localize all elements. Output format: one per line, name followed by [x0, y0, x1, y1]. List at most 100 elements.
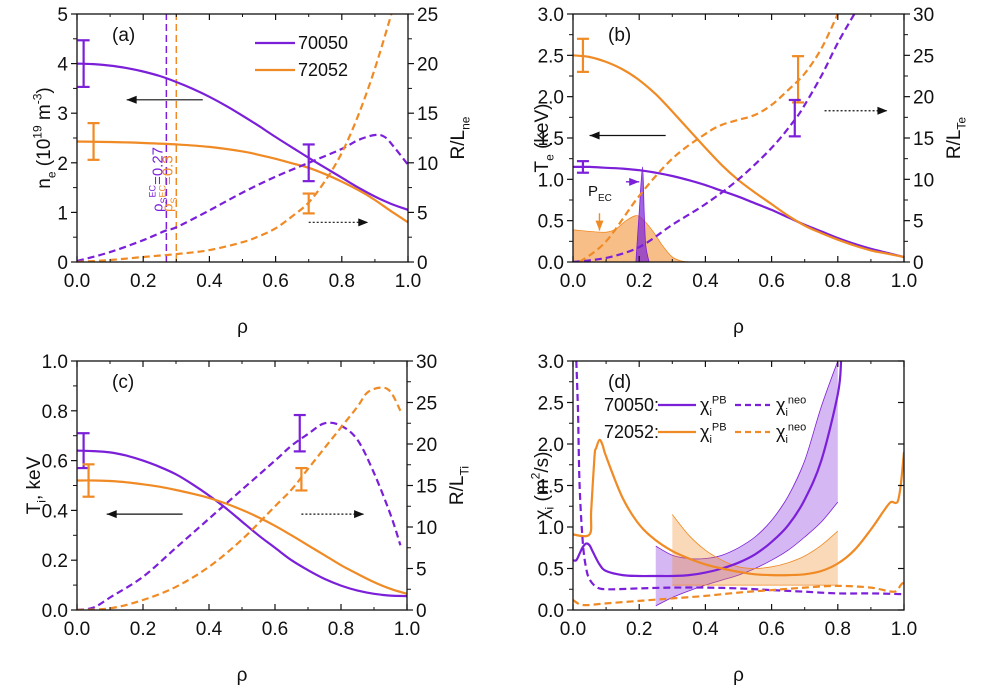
- plot-area: [573, 361, 904, 607]
- series-line: [77, 133, 408, 262]
- y-tick-label: 2.0: [538, 435, 564, 456]
- y-tick-label: 4: [57, 55, 68, 76]
- panel-label: (c): [112, 372, 134, 393]
- rho-s-annotation: ρSEC=0.27: [148, 147, 169, 212]
- error-bar: [576, 160, 589, 174]
- error-bar: [87, 122, 100, 161]
- y-right-axis-label: R/LTi: [447, 466, 472, 505]
- y-tick-label: 0.5: [538, 560, 564, 581]
- band-lower-edge: [655, 501, 839, 607]
- arrow-head: [358, 218, 369, 227]
- y-right-tick-label: 10: [417, 154, 438, 175]
- series-line: [573, 580, 904, 607]
- series-line: [77, 62, 408, 211]
- x-axis-label: ρ: [237, 665, 248, 686]
- y-right-tick-label: 0: [417, 253, 428, 274]
- y-tick-label: 1.5: [538, 477, 564, 498]
- x-tick-label: 0.0: [560, 271, 586, 292]
- y-tick-label: 2.0: [538, 88, 564, 109]
- x-tick-label: 0.2: [130, 619, 156, 640]
- y-tick-label: 5: [57, 5, 68, 26]
- series-line: [77, 386, 402, 610]
- panel-d: 0.0 0.2 0.4 0.6 0.8 1.0 ρ 0.0 0.5 1.0 1.5 2.0 2.5 3.0…: [528, 352, 917, 686]
- x-tick-label: 0.4: [196, 271, 223, 292]
- legend-dash-label: χineo: [776, 394, 806, 419]
- y-tick-label: 1.5: [538, 129, 564, 150]
- y-tick-label: 0.0: [538, 601, 564, 622]
- y-tick-label: 0.2: [42, 551, 68, 572]
- y-tick-label: 1.0: [538, 518, 564, 539]
- y-tick-label: 3.0: [538, 5, 564, 26]
- panel-c: 0.0 0.2 0.4 0.6 0.8 1.0ρ0.00.20.40.60.81.0051…: [24, 352, 472, 686]
- series-line: [573, 361, 843, 578]
- series-line: [578, 14, 839, 262]
- y-right-tick-label: 5: [417, 203, 428, 224]
- x-tick-label: 0.0: [64, 271, 90, 292]
- series-line: [77, 421, 402, 610]
- error-bar: [302, 192, 315, 215]
- y-tick-label: 0.0: [42, 601, 68, 622]
- arrow-head: [629, 177, 640, 186]
- arrow-head: [354, 510, 365, 519]
- y-right-tick-label: 30: [416, 352, 437, 373]
- plot-area: [77, 14, 408, 262]
- y-tick-label: 1.0: [42, 352, 68, 373]
- x-tick-label: 0.2: [626, 619, 652, 640]
- y-tick-label: 2: [57, 154, 68, 175]
- error-bar: [792, 55, 805, 104]
- x-tick-label: 1.0: [891, 271, 917, 292]
- y-axis-label: χi (m2/s): [528, 452, 556, 520]
- legend-solid-label: χiPB: [700, 394, 727, 419]
- y-tick-label: 0.6: [42, 452, 68, 473]
- y-axis-label: Ti, keV: [24, 456, 49, 514]
- y-right-tick-label: 10: [913, 170, 934, 191]
- x-tick-label: 0.8: [825, 619, 851, 640]
- plot-frame: [76, 360, 408, 611]
- panel-a: 0.0 0.2 0.4 0.6 0.8 1.0 ρ 0 1 2 3 4 5 0 5 10 15 20 25 (a) ne…: [30, 5, 472, 338]
- x-axis-label: ρ: [733, 665, 744, 686]
- x-tick-label: 0.8: [825, 271, 851, 292]
- y-right-tick-label: 5: [416, 560, 427, 581]
- y-tick-label: 0.0: [538, 253, 564, 274]
- y-right-tick-label: 15: [417, 104, 438, 125]
- y-right-axis-label: R/Lne: [448, 116, 473, 159]
- legend-label: 72052: [298, 60, 348, 80]
- pec-area-s70050: [635, 166, 650, 262]
- x-tick-label: 0.2: [626, 271, 652, 292]
- y-right-tick-label: 20: [416, 435, 437, 456]
- y-tick-label: 0.8: [42, 402, 68, 423]
- uncertainty-band-s70050: [655, 361, 838, 606]
- y-tick-label: 2.5: [538, 394, 564, 415]
- y-right-tick-label: 15: [913, 129, 934, 150]
- series-line: [573, 438, 904, 577]
- y-right-tick-label: 0: [913, 253, 924, 274]
- error-bar: [293, 413, 306, 453]
- error-bar: [302, 143, 315, 183]
- y-tick-label: 0.5: [538, 212, 564, 233]
- x-tick-label: 0.4: [196, 619, 223, 640]
- series-line: [573, 14, 856, 262]
- rho-s-annotation: ρSEC=0.3: [158, 155, 179, 212]
- x-tick-label: 1.0: [394, 619, 420, 640]
- x-tick-label: 0.8: [329, 271, 355, 292]
- y-right-tick-label: 5: [913, 212, 924, 233]
- y-tick-label: 3.0: [538, 352, 564, 373]
- series-line: [573, 165, 904, 259]
- x-tick-label: 0.6: [758, 271, 784, 292]
- y-right-tick-label: 20: [417, 55, 438, 76]
- y-right-tick-label: 10: [416, 518, 437, 539]
- panel-label: (a): [112, 25, 135, 46]
- x-axis-label: ρ: [733, 317, 744, 338]
- x-tick-label: 0.2: [130, 271, 156, 292]
- x-tick-label: 0.6: [262, 271, 288, 292]
- pec-label: PEC: [588, 183, 612, 204]
- series-line: [77, 479, 407, 595]
- error-bar: [788, 98, 801, 138]
- x-tick-label: 0.4: [692, 271, 719, 292]
- x-tick-label: 0.0: [560, 619, 586, 640]
- y-tick-label: 0: [57, 253, 68, 274]
- x-tick-label: 0.6: [262, 619, 288, 640]
- band-upper-edge: [671, 514, 839, 569]
- panel-b: 0.0 0.2 0.4 0.6 0.8 1.0 ρ 0.0 0.5 1.0 1.5 2.0 2.5 3.0…: [532, 5, 969, 338]
